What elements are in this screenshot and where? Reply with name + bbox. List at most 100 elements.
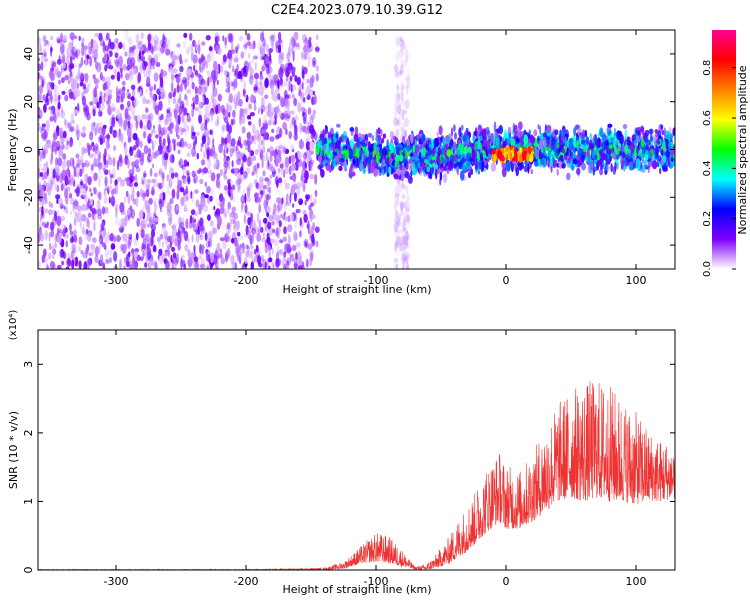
spectrogram-cell: [459, 170, 465, 181]
spectrogram-cell: [39, 229, 43, 238]
spectrogram-cell: [498, 126, 503, 134]
spectrogram-cell: [307, 243, 313, 250]
spectrogram-cell: [268, 214, 274, 222]
spectrogram-cell: [116, 234, 121, 243]
spectrogram-cell: [672, 127, 675, 136]
spectrogram-cell: [394, 102, 398, 109]
spectrogram-cell: [338, 165, 343, 171]
spectrogram-cell: [237, 182, 241, 191]
spectrogram-cell: [258, 190, 264, 196]
spectrogram-cell: [176, 43, 181, 48]
spectrogram-cell: [87, 161, 91, 166]
spectrogram-cell: [75, 172, 81, 178]
spectrogram-cell: [299, 230, 302, 238]
spectrogram-cell: [130, 211, 134, 216]
spectrogram-cell: [244, 257, 248, 265]
spectrogram-cell: [41, 78, 45, 88]
spectrogram-cell: [245, 107, 248, 116]
spectrogram-cell: [660, 148, 664, 156]
spectrogram-cell: [208, 230, 213, 241]
spectrogram-cell: [406, 79, 410, 86]
spectrogram-cell: [89, 131, 94, 141]
spectrogram-cell: [331, 159, 335, 165]
spectrogram-cell: [401, 93, 404, 104]
spectrogram-cell: [66, 49, 70, 59]
spectrogram-cell: [202, 135, 206, 145]
spectrogram-cell: [127, 115, 132, 120]
spectrogram-cell: [73, 199, 79, 210]
spectrogram-cell: [210, 187, 214, 197]
spectrogram-cell: [171, 246, 176, 252]
spectrogram-cell: [122, 90, 126, 100]
spectrogram-cell: [116, 71, 121, 82]
spectrogram-cell: [145, 107, 149, 113]
spectrogram-cell: [375, 136, 379, 141]
spectrogram-cell: [433, 138, 438, 147]
spectrogram-cell: [115, 86, 119, 97]
spectrogram-cell: [207, 169, 213, 174]
spectrogram-cell: [180, 232, 185, 238]
spectrogram-cell: [179, 186, 185, 193]
spectrogram-cell: [216, 64, 219, 75]
spectrogram-cell: [78, 159, 84, 165]
spectrogram-cell: [232, 258, 236, 264]
spectrogram-cell: [265, 43, 269, 53]
spectrogram-cell: [320, 169, 325, 178]
spectrogram-cell: [74, 200, 79, 207]
spectrogram-cell: [606, 164, 610, 172]
spectrogram-cell: [312, 222, 315, 231]
spectrogram-cell: [225, 75, 231, 84]
spectrogram-cell: [246, 41, 252, 46]
spectrogram-cell: [130, 56, 136, 67]
spectrogram-cell: [92, 88, 97, 97]
spectrogram-cell: [89, 56, 93, 67]
spectrogram-cell: [186, 46, 191, 56]
spectrogram-cell: [239, 249, 242, 259]
spectrogram-cell: [137, 147, 140, 155]
spectrogram-cell: [247, 115, 250, 120]
spectrogram-cell: [308, 204, 312, 211]
spectrogram-cell: [326, 154, 331, 159]
spectrogram-cell: [104, 52, 108, 63]
spectrogram-cell: [151, 46, 154, 55]
spectrogram-cell: [271, 247, 274, 255]
spectrogram-cell: [412, 144, 416, 153]
spectrogram-cell: [311, 74, 315, 83]
spectrogram-cell: [458, 127, 462, 138]
spectrogram-cell: [154, 260, 157, 269]
spectrogram-cell: [82, 49, 87, 56]
spectrogram-cell: [523, 165, 528, 173]
spectrogram-cell: [193, 256, 199, 263]
spectrogram-cell: [44, 129, 47, 140]
spectrogram-cell: [215, 177, 220, 189]
spectrogram-cell: [95, 61, 99, 70]
spectrogram-cell: [405, 85, 409, 96]
spectrogram-cell: [272, 228, 276, 233]
spectrogram-cell: [50, 229, 55, 238]
spectrogram-cell: [114, 67, 117, 78]
spectrogram-cell: [549, 141, 555, 151]
spectrogram-cell: [145, 183, 150, 190]
spectrogram-cell: [81, 124, 87, 135]
spectrogram-cell: [260, 47, 265, 57]
spectrogram-cell: [68, 141, 73, 148]
spectrogram-cell: [113, 145, 117, 152]
spectrogram-cell: [50, 47, 53, 57]
spectrogram-cell: [116, 42, 120, 51]
spectrogram-cell: [148, 112, 154, 122]
spectrogram-cell: [115, 207, 118, 218]
spectrogram-cell: [556, 144, 560, 149]
spectrogram-cell: [111, 116, 116, 128]
spectrogram-cell: [135, 197, 139, 208]
spectrogram-cell: [172, 154, 175, 164]
spectrogram-cell: [300, 51, 305, 60]
spectrogram-cell: [52, 168, 56, 179]
spectrogram-cell: [283, 251, 287, 258]
spectrogram-cell: [90, 199, 94, 206]
spectrogram-cell: [120, 71, 123, 79]
spectrogram-cell: [65, 173, 70, 184]
spectrogram-cell: [182, 139, 187, 150]
spectrogram-cell: [223, 148, 226, 158]
spectrogram-cell: [95, 246, 99, 257]
spectrogram-cell: [180, 254, 185, 260]
